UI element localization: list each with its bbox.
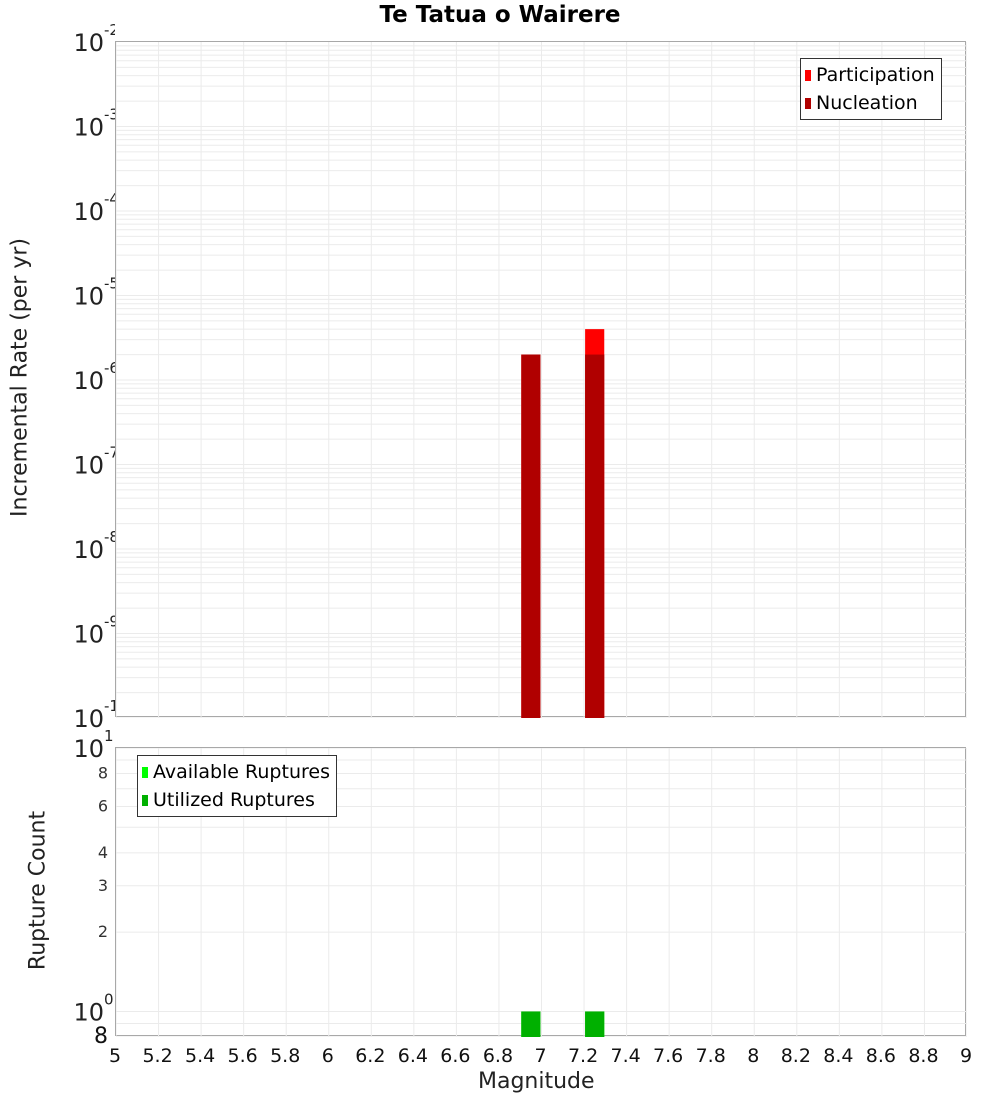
svg-text:5: 5 bbox=[109, 1045, 121, 1067]
svg-text:1: 1 bbox=[104, 727, 114, 745]
legend-label: Available Ruptures bbox=[153, 761, 330, 783]
svg-text:7.6: 7.6 bbox=[653, 1045, 683, 1067]
svg-text:6: 6 bbox=[98, 796, 108, 815]
svg-text:8.8: 8.8 bbox=[908, 1045, 938, 1067]
svg-text:5.8: 5.8 bbox=[270, 1045, 300, 1067]
participation-swatch-icon bbox=[805, 70, 811, 81]
svg-text:7: 7 bbox=[534, 1045, 546, 1067]
count-y-ticks: 101100864328 bbox=[0, 0, 115, 1060]
svg-text:8.2: 8.2 bbox=[781, 1045, 811, 1067]
legend-item-available: Available Ruptures bbox=[142, 758, 330, 786]
legend-label: Utilized Ruptures bbox=[153, 789, 315, 811]
svg-text:5.2: 5.2 bbox=[142, 1045, 172, 1067]
chart-title: Te Tatua o Wairere bbox=[0, 2, 1000, 28]
svg-text:5.6: 5.6 bbox=[228, 1045, 258, 1067]
svg-text:5.4: 5.4 bbox=[185, 1045, 215, 1067]
svg-text:4: 4 bbox=[98, 843, 108, 862]
legend-label: Nucleation bbox=[816, 92, 918, 114]
svg-text:3: 3 bbox=[98, 876, 108, 895]
rate-plot-svg bbox=[116, 42, 967, 718]
legend-item-participation: Participation bbox=[805, 61, 935, 89]
x-axis-label: Magnitude bbox=[478, 1069, 595, 1094]
available-swatch-icon bbox=[142, 767, 148, 778]
svg-text:8.6: 8.6 bbox=[866, 1045, 896, 1067]
legend-label: Participation bbox=[816, 64, 935, 86]
svg-text:8: 8 bbox=[747, 1045, 759, 1067]
svg-text:7.8: 7.8 bbox=[696, 1045, 726, 1067]
svg-text:6.6: 6.6 bbox=[440, 1045, 470, 1067]
svg-text:6.4: 6.4 bbox=[398, 1045, 428, 1067]
count-plot-area: Available Ruptures Utilized Ruptures bbox=[115, 747, 966, 1036]
svg-text:6.8: 6.8 bbox=[483, 1045, 513, 1067]
svg-text:10: 10 bbox=[73, 998, 104, 1026]
svg-text:6: 6 bbox=[322, 1045, 334, 1067]
legend-item-nucleation: Nucleation bbox=[805, 89, 935, 117]
rate-legend: Participation Nucleation bbox=[800, 58, 942, 120]
svg-text:10: 10 bbox=[73, 735, 104, 763]
svg-text:8.4: 8.4 bbox=[823, 1045, 853, 1067]
legend-item-utilized: Utilized Ruptures bbox=[142, 786, 330, 814]
svg-text:8: 8 bbox=[98, 764, 108, 783]
svg-text:9: 9 bbox=[960, 1045, 972, 1067]
svg-text:7.4: 7.4 bbox=[610, 1045, 640, 1067]
nucleation-swatch-icon bbox=[805, 98, 811, 109]
svg-text:6.2: 6.2 bbox=[355, 1045, 385, 1067]
rate-plot-area: Participation Nucleation bbox=[115, 41, 966, 717]
svg-text:7.2: 7.2 bbox=[568, 1045, 598, 1067]
count-legend: Available Ruptures Utilized Ruptures bbox=[137, 755, 337, 817]
utilized-swatch-icon bbox=[142, 795, 148, 806]
svg-text:0: 0 bbox=[104, 990, 114, 1008]
svg-text:2: 2 bbox=[98, 922, 108, 941]
